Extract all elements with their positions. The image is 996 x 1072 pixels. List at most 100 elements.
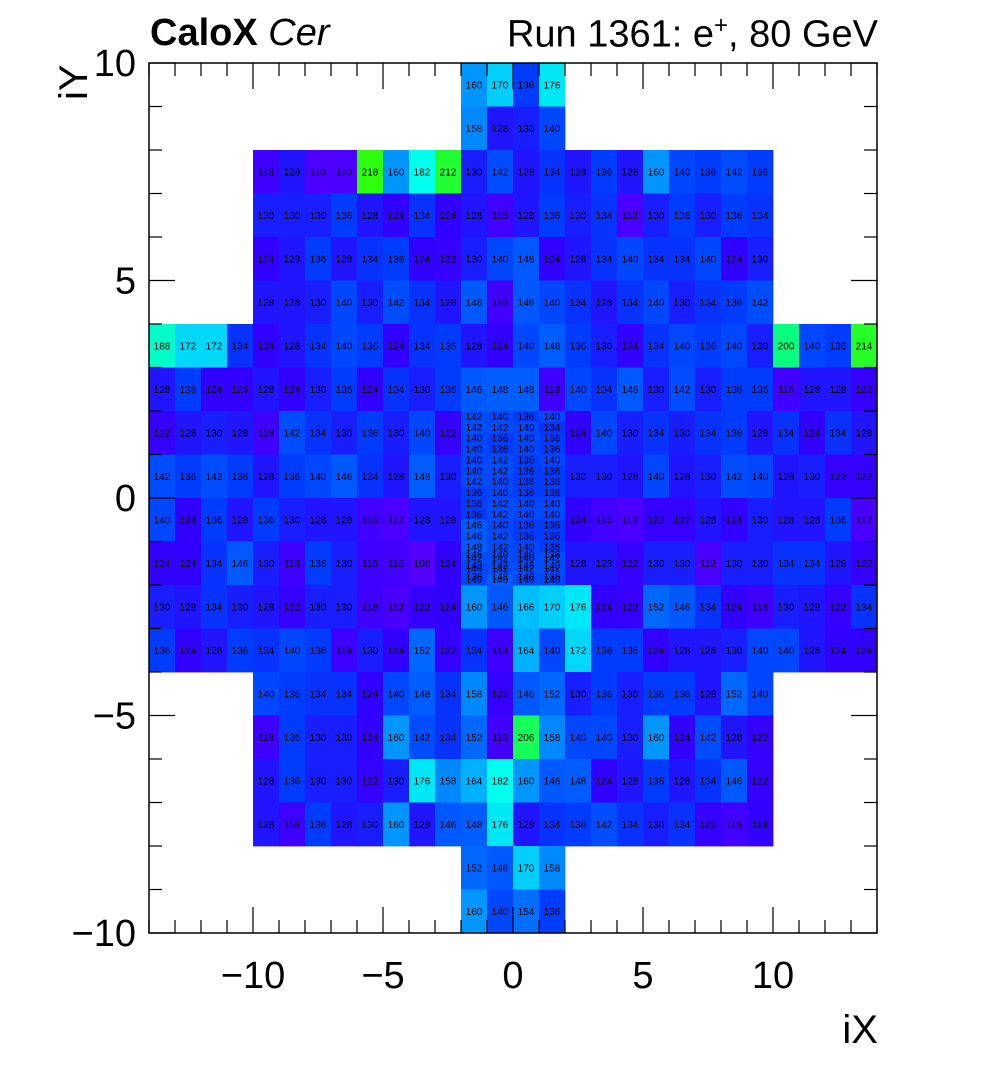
heatmap-cell	[227, 324, 254, 368]
cell-value-label: 122	[440, 428, 457, 439]
cell-value-label: 128	[258, 385, 275, 396]
heatmap-cell	[487, 802, 514, 847]
heatmap-cell	[851, 628, 878, 673]
cell-value-label: 136	[700, 167, 717, 178]
cell-value-label: 130	[466, 167, 483, 178]
heatmap-cell	[253, 193, 280, 238]
heatmap-cell	[747, 715, 774, 760]
heatmap-cell	[825, 541, 852, 586]
cell-value-label: 136	[232, 472, 249, 483]
cell-value-label: 146	[336, 472, 353, 483]
cell-value-label: 136	[284, 776, 301, 787]
heatmap-cell	[669, 454, 696, 499]
heatmap-cell	[669, 498, 696, 542]
cell-value-label: 124	[544, 254, 561, 265]
heatmap-cell	[487, 237, 514, 281]
cell-value-label: 142	[492, 167, 509, 178]
fine-heatmap-cell	[461, 476, 488, 488]
heatmap-cell	[565, 802, 592, 847]
heatmap-cell	[383, 280, 410, 325]
heatmap-cell	[565, 628, 592, 673]
heatmap-cell	[565, 367, 592, 412]
cell-value-label: 134	[804, 559, 821, 570]
cell-value-label: 136	[362, 341, 379, 352]
heatmap-cell	[383, 411, 410, 455]
cell-value-label: 136	[544, 445, 561, 456]
fine-cell-value-label: 146	[466, 550, 483, 561]
fine-heatmap-cell	[539, 541, 566, 553]
heatmap-cell	[435, 150, 462, 194]
fine-heatmap-cell	[539, 487, 566, 499]
fine-heatmap-cell	[539, 443, 566, 455]
cell-value-label: 140	[570, 733, 587, 744]
cell-value-label: 122	[674, 515, 691, 526]
cell-value-label: 140	[492, 907, 509, 918]
heatmap-cell	[305, 628, 332, 673]
cell-value-label: 140	[466, 466, 483, 477]
cell-value-label: 130	[206, 428, 223, 439]
cell-value-label: 140	[544, 510, 561, 521]
cell-value-label: 106	[414, 559, 431, 570]
fine-cell-value-label: 146	[518, 561, 535, 572]
cell-value-label: 136	[648, 689, 665, 700]
heatmap-cell	[201, 411, 228, 455]
cell-value-label: 140	[544, 646, 561, 657]
cell-value-label: 134	[414, 211, 431, 222]
heatmap-cell	[539, 150, 566, 194]
heatmap-cell	[773, 367, 800, 412]
cell-value-label: 130	[388, 776, 405, 787]
cell-value-label: 136	[518, 80, 535, 91]
cell-value-label: 128	[570, 254, 587, 265]
cell-value-label: 146	[544, 776, 561, 787]
cell-value-label: 146	[466, 385, 483, 396]
cell-value-label: 134	[674, 254, 691, 265]
run-charge: +	[714, 12, 729, 39]
cell-value-label: 130	[362, 646, 379, 657]
heatmap-cell	[721, 280, 748, 325]
fine-heatmap-cell	[461, 487, 488, 499]
cell-value-label: 130	[570, 689, 587, 700]
heatmap-cell	[253, 802, 280, 847]
heatmap-cell	[721, 150, 748, 194]
cell-value-label: 136	[622, 646, 639, 657]
heatmap-cell	[591, 367, 618, 412]
cell-value-label: 136	[518, 412, 535, 423]
fine-cell-value-label: 142	[492, 561, 509, 572]
fine-heatmap-cell	[513, 498, 540, 510]
cell-value-label: 170	[492, 80, 509, 91]
cell-value-label: 134	[362, 472, 379, 483]
heatmap-cell	[331, 324, 358, 368]
heatmap-cell	[227, 585, 254, 629]
fine-cell-value-label: 136	[544, 550, 561, 561]
cell-value-label: 128	[414, 515, 431, 526]
cell-value-label: 140	[336, 341, 353, 352]
fine-heatmap-cell	[487, 465, 514, 477]
cell-value-label: 130	[648, 559, 665, 570]
cell-value-label: 134	[856, 602, 873, 613]
heatmap-cell	[669, 193, 696, 238]
heatmap-cell	[279, 411, 306, 455]
cell-value-label: 136	[466, 510, 483, 521]
fine-heatmap-cell	[461, 432, 488, 445]
heatmap-cell	[409, 672, 436, 716]
heatmap-cell	[747, 411, 774, 455]
heatmap-cell	[305, 585, 332, 629]
cell-value-label: 124	[570, 515, 587, 526]
cell-value-label: 136	[570, 341, 587, 352]
cell-value-label: 110	[336, 167, 352, 178]
cell-value-label: 140	[492, 488, 509, 499]
cell-value-label: 140	[388, 689, 405, 700]
cell-value-label: 130	[284, 211, 301, 222]
cell-value-label: 142	[466, 423, 483, 434]
heatmap-cell	[669, 367, 696, 412]
heatmap-cell	[695, 759, 722, 803]
cell-value-label: 136	[596, 689, 613, 700]
cell-value-label: 128	[388, 472, 405, 483]
cell-value-label: 136	[310, 559, 327, 570]
cell-value-label: 128	[284, 341, 301, 352]
heatmap-cell	[331, 541, 358, 586]
heatmap-cell	[669, 759, 696, 803]
heatmap-cell	[487, 715, 514, 760]
cell-value-label: 124	[596, 602, 613, 613]
cell-value-label: 128	[804, 385, 821, 396]
